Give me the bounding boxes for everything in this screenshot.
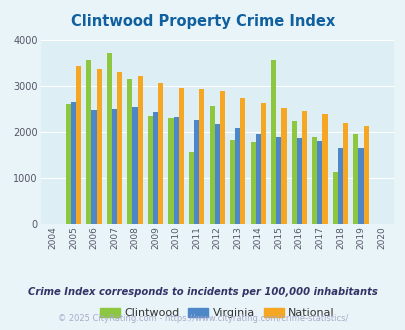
Bar — [296, 138, 301, 224]
Bar — [271, 60, 275, 224]
Bar — [291, 121, 296, 224]
Legend: Clintwood, Virginia, National: Clintwood, Virginia, National — [99, 308, 334, 318]
Bar — [117, 72, 122, 224]
Bar — [358, 148, 362, 224]
Bar — [230, 140, 234, 224]
Bar — [147, 116, 153, 224]
Bar — [107, 53, 112, 224]
Bar — [311, 137, 317, 224]
Bar — [86, 60, 91, 224]
Bar — [178, 88, 183, 224]
Bar — [332, 172, 337, 224]
Bar — [66, 104, 71, 224]
Bar — [281, 108, 286, 224]
Bar — [194, 120, 199, 224]
Bar — [337, 148, 342, 224]
Bar — [168, 118, 173, 224]
Bar — [96, 69, 101, 224]
Bar — [209, 106, 214, 224]
Text: Crime Index corresponds to incidents per 100,000 inhabitants: Crime Index corresponds to incidents per… — [28, 287, 377, 297]
Text: Clintwood Property Crime Index: Clintwood Property Crime Index — [71, 14, 334, 29]
Bar — [76, 66, 81, 224]
Bar — [362, 126, 368, 224]
Bar — [153, 112, 158, 224]
Bar — [188, 152, 194, 224]
Bar — [137, 76, 143, 224]
Bar — [127, 79, 132, 224]
Bar — [219, 91, 224, 224]
Bar — [132, 107, 137, 224]
Bar — [91, 110, 96, 224]
Bar — [173, 117, 178, 224]
Bar — [275, 137, 281, 224]
Bar — [234, 128, 240, 224]
Bar — [250, 142, 255, 224]
Bar — [240, 98, 245, 224]
Text: © 2025 CityRating.com - https://www.cityrating.com/crime-statistics/: © 2025 CityRating.com - https://www.city… — [58, 314, 347, 323]
Bar — [214, 124, 219, 224]
Bar — [352, 134, 358, 224]
Bar — [322, 115, 327, 224]
Bar — [158, 83, 163, 224]
Bar — [255, 134, 260, 224]
Bar — [301, 111, 306, 224]
Bar — [342, 123, 347, 224]
Bar — [71, 102, 76, 224]
Bar — [260, 103, 265, 224]
Bar — [112, 109, 117, 224]
Bar — [199, 89, 204, 224]
Bar — [317, 141, 322, 224]
